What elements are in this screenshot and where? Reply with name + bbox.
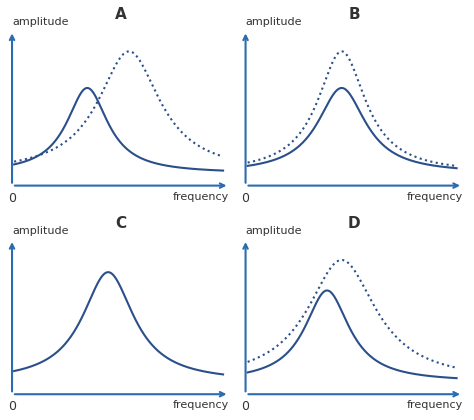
Text: 0: 0	[242, 400, 249, 413]
Title: B: B	[348, 7, 360, 22]
Text: frequency: frequency	[407, 192, 463, 202]
Text: amplitude: amplitude	[246, 17, 302, 27]
Title: D: D	[348, 215, 361, 231]
Text: 0: 0	[242, 192, 249, 205]
Text: frequency: frequency	[173, 400, 229, 410]
Text: amplitude: amplitude	[12, 17, 69, 27]
Text: frequency: frequency	[407, 400, 463, 410]
Title: C: C	[115, 215, 126, 231]
Text: frequency: frequency	[173, 192, 229, 202]
Text: 0: 0	[8, 400, 16, 413]
Title: A: A	[115, 7, 127, 22]
Text: 0: 0	[8, 192, 16, 205]
Text: amplitude: amplitude	[246, 226, 302, 236]
Text: amplitude: amplitude	[12, 226, 69, 236]
